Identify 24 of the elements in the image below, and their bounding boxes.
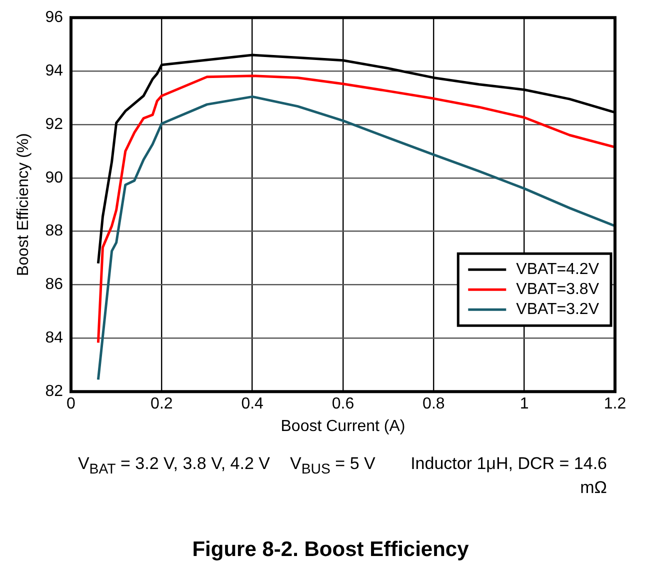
x-tick-label: 0.2 (150, 396, 173, 413)
y-tick-label: 96 (45, 9, 64, 26)
y-axis-title: Boost Efficiency (%) (15, 133, 32, 276)
legend-label: VBAT=3.8V (516, 281, 600, 298)
y-tick-label: 82 (45, 383, 64, 400)
x-tick-label: 0.8 (422, 396, 445, 413)
x-tick-label: 0.6 (332, 396, 354, 413)
y-tick-label: 86 (45, 276, 64, 294)
text: Figure 8-2. Boost Efficiency (191, 538, 470, 562)
y-tick-label: 90 (45, 169, 64, 186)
text: Inductor 1μH, DCR = 14.6 mΩ (410, 453, 607, 499)
x-axis-title: Boost Current (A) (280, 418, 406, 435)
x-tick-label: 0.4 (241, 396, 264, 413)
x-tick-label: 0 (66, 396, 76, 413)
y-tick-label: 94 (45, 62, 64, 80)
x-tick-label: 1 (520, 396, 529, 413)
legend-label: VBAT=3.2V (516, 301, 600, 318)
y-tick-label: 92 (45, 116, 64, 133)
y-tick-label: 88 (45, 222, 64, 240)
legend-label: VBAT=4.2V (516, 261, 600, 278)
text: V$_{BUS}$ = 5 V (290, 454, 376, 478)
y-tick-label: 84 (45, 330, 64, 347)
x-tick-label: 1.2 (604, 396, 626, 413)
text: V$_{BAT}$ = 3.2 V, 3.8 V, 4.2 V (76, 453, 270, 480)
